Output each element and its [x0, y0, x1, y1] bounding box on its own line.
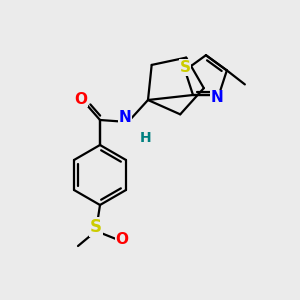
Text: O: O — [116, 232, 128, 247]
Text: O: O — [74, 92, 88, 106]
Text: N: N — [118, 110, 131, 124]
Text: S: S — [179, 60, 191, 75]
Text: S: S — [90, 218, 102, 236]
Text: N: N — [211, 91, 223, 106]
Text: H: H — [140, 131, 152, 145]
